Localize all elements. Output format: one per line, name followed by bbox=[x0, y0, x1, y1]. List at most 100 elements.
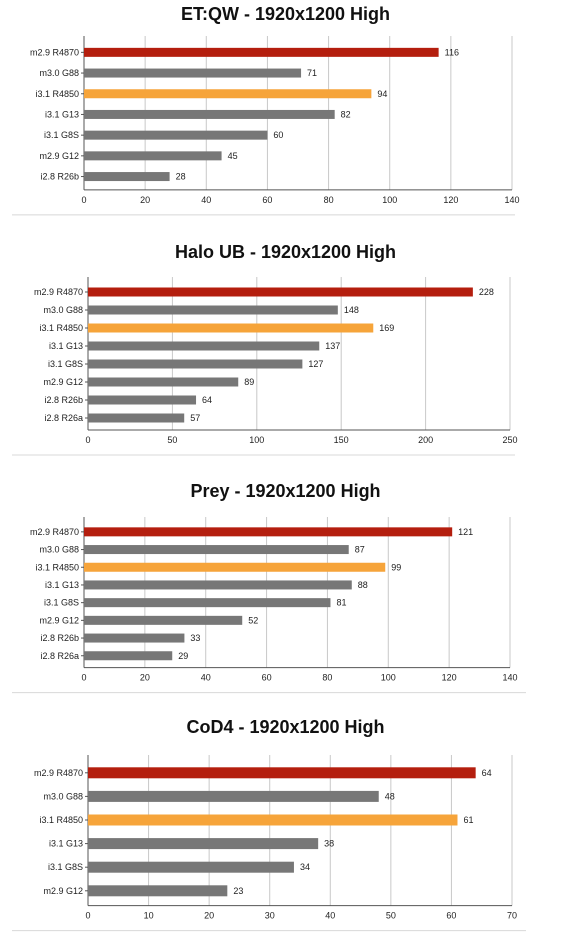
category-label: m3.0 G88 bbox=[43, 791, 83, 801]
chart-cod4: 0 10 20 30 40 50 60 70 m2.9 R4870 64 m3.0 G88 48 i3.… bbox=[12, 755, 526, 932]
value-label: 28 bbox=[176, 172, 186, 182]
bar bbox=[88, 814, 458, 826]
value-label: 60 bbox=[273, 130, 283, 140]
x-tick-label: 0 bbox=[81, 673, 86, 683]
bar bbox=[84, 545, 349, 555]
x-tick-label: 50 bbox=[386, 911, 396, 921]
chart-prey: 0 20 40 60 80 100 120 140 m2.9 R4870 121 m3.0 G88 8… bbox=[12, 517, 526, 694]
x-tick-label: 80 bbox=[322, 673, 332, 683]
value-label: 228 bbox=[479, 287, 494, 297]
value-label: 57 bbox=[190, 413, 200, 423]
category-label: i3.1 G8S bbox=[48, 359, 83, 369]
value-label: 61 bbox=[463, 815, 473, 825]
bar bbox=[84, 580, 352, 590]
value-label: 64 bbox=[202, 395, 212, 405]
category-label: m2.9 R4870 bbox=[34, 768, 83, 778]
x-tick-label: 20 bbox=[140, 195, 150, 205]
category-label: i3.1 G8S bbox=[44, 598, 79, 608]
value-label: 99 bbox=[391, 562, 401, 572]
x-tick-label: 120 bbox=[443, 195, 458, 205]
value-label: 116 bbox=[445, 47, 459, 57]
x-tick-label: 60 bbox=[446, 911, 456, 921]
bar bbox=[88, 395, 197, 405]
value-label: 137 bbox=[325, 341, 340, 351]
value-label: 82 bbox=[341, 109, 351, 119]
bar bbox=[88, 885, 228, 897]
value-label: 71 bbox=[307, 68, 317, 78]
x-tick-label: 150 bbox=[334, 435, 349, 445]
chart-etqw: 0 20 40 60 80 100 120 140 m2.9 R4870 116 m3.0 G88 7… bbox=[12, 36, 520, 216]
value-label: 29 bbox=[178, 651, 188, 661]
category-label: i2.8 R26a bbox=[40, 651, 79, 661]
bar bbox=[84, 562, 386, 572]
value-label: 23 bbox=[233, 886, 243, 896]
value-label: 64 bbox=[482, 768, 492, 778]
category-label: i2.8 R26a bbox=[44, 413, 83, 423]
x-tick-label: 100 bbox=[382, 195, 397, 205]
value-label: 94 bbox=[377, 89, 387, 99]
value-label: 48 bbox=[385, 791, 395, 801]
category-label: m2.9 R4870 bbox=[30, 47, 79, 57]
bar bbox=[84, 130, 268, 140]
category-label: i3.1 G8S bbox=[48, 862, 83, 872]
x-tick-label: 20 bbox=[140, 673, 150, 683]
bar bbox=[88, 341, 320, 351]
category-label: i3.1 G13 bbox=[45, 109, 79, 119]
value-label: 52 bbox=[248, 615, 258, 625]
chart-title-cod4: CoD4 - 1920x1200 High bbox=[186, 717, 385, 737]
category-label: m2.9 R4870 bbox=[34, 287, 83, 297]
x-tick-label: 60 bbox=[262, 195, 272, 205]
bar bbox=[84, 598, 331, 608]
x-tick-label: 40 bbox=[201, 195, 211, 205]
bar bbox=[84, 89, 372, 99]
x-tick-label: 0 bbox=[85, 435, 90, 445]
category-label: m2.9 G12 bbox=[39, 615, 79, 625]
category-label: i3.1 G13 bbox=[45, 580, 79, 590]
bar bbox=[88, 861, 294, 873]
chart-title-etqw: ET:QW - 1920x1200 High bbox=[180, 4, 391, 24]
bar bbox=[84, 68, 302, 78]
bar bbox=[84, 151, 222, 161]
bar bbox=[88, 838, 319, 850]
x-tick-label: 0 bbox=[81, 195, 86, 205]
value-label: 89 bbox=[244, 377, 254, 387]
value-label: 88 bbox=[358, 580, 368, 590]
bar bbox=[84, 527, 453, 537]
chart-title-prey: Prey - 1920x1200 High bbox=[190, 481, 381, 501]
category-label: i3.1 G13 bbox=[49, 341, 83, 351]
x-tick-label: 30 bbox=[265, 911, 275, 921]
x-tick-label: 70 bbox=[507, 911, 517, 921]
bar bbox=[88, 377, 239, 387]
category-label: m3.0 G88 bbox=[39, 545, 79, 555]
category-label: m3.0 G88 bbox=[39, 68, 79, 78]
category-label: m2.9 R4870 bbox=[30, 527, 79, 537]
category-label: i2.8 R26b bbox=[40, 172, 79, 182]
bar bbox=[84, 47, 439, 57]
bar bbox=[88, 359, 303, 369]
bar bbox=[84, 615, 243, 625]
x-tick-label: 100 bbox=[381, 673, 396, 683]
value-label: 169 bbox=[379, 323, 394, 333]
category-label: i3.1 G8S bbox=[44, 130, 79, 140]
chart-halo: 0 50 100 150 200 250 m2.9 R4870 228 m3.0 G88 148 i… bbox=[12, 277, 518, 456]
x-tick-label: 140 bbox=[502, 673, 517, 683]
bar bbox=[88, 790, 379, 802]
value-label: 34 bbox=[300, 862, 310, 872]
x-tick-label: 80 bbox=[324, 195, 334, 205]
value-label: 121 bbox=[458, 527, 473, 537]
x-tick-label: 120 bbox=[442, 673, 457, 683]
value-label: 33 bbox=[190, 633, 200, 643]
category-label: i3.1 R4850 bbox=[39, 323, 83, 333]
value-label: 87 bbox=[355, 545, 365, 555]
x-tick-label: 40 bbox=[325, 911, 335, 921]
x-tick-label: 200 bbox=[418, 435, 433, 445]
bar bbox=[84, 651, 173, 661]
x-tick-label: 100 bbox=[249, 435, 264, 445]
bar bbox=[88, 767, 476, 779]
x-tick-label: 0 bbox=[85, 911, 90, 921]
x-tick-label: 60 bbox=[262, 673, 272, 683]
bar bbox=[84, 172, 170, 182]
bar bbox=[88, 413, 185, 423]
bar bbox=[84, 633, 185, 643]
category-label: m3.0 G88 bbox=[43, 305, 83, 315]
